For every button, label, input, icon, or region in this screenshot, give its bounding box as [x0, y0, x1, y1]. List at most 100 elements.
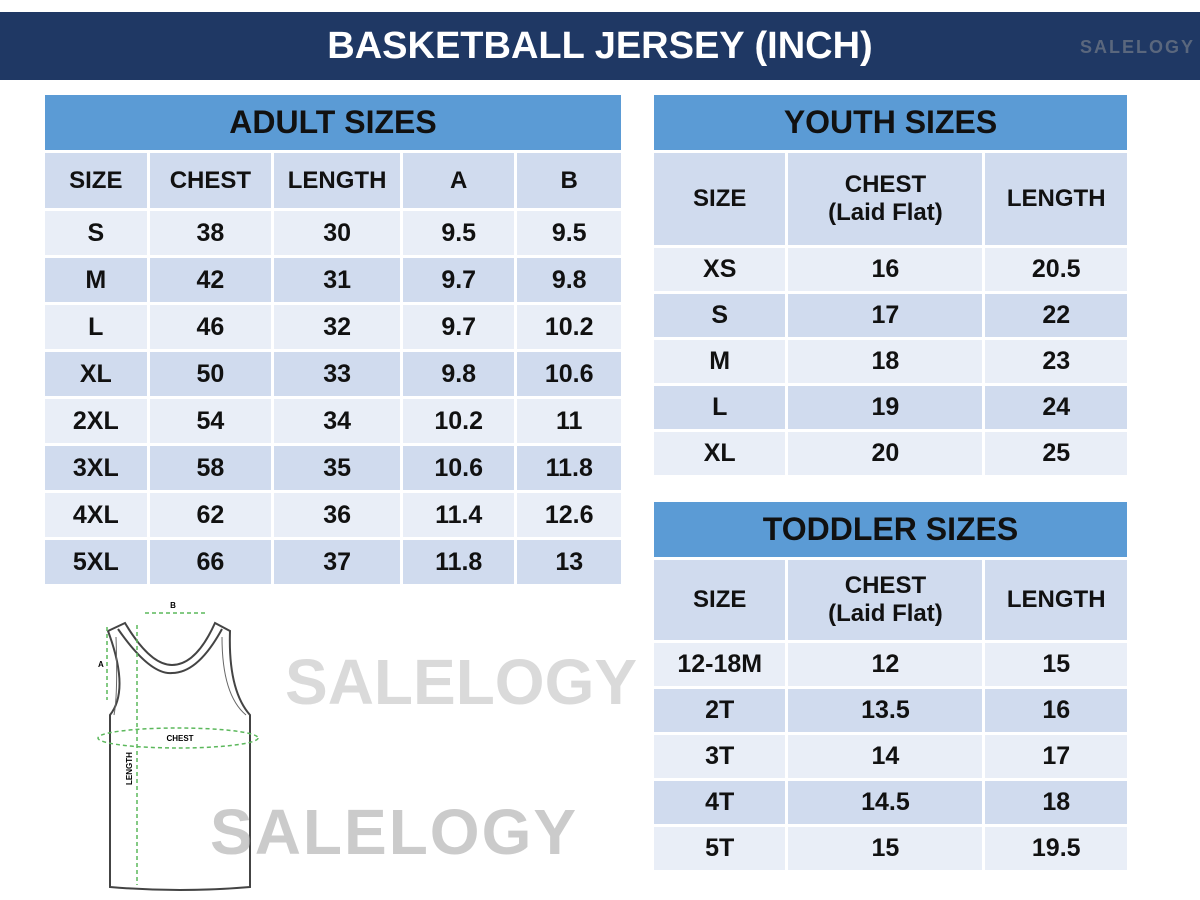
table-cell: 9.5: [402, 211, 515, 255]
table-row: M 18 23: [654, 340, 1127, 383]
youth-table-title: YOUTH SIZES: [654, 95, 1127, 150]
table-cell: 66: [149, 540, 272, 584]
header-row: SIZE CHEST LENGTH A B: [45, 153, 621, 208]
column-header-length: LENGTH: [985, 153, 1127, 245]
table-cell: M: [45, 258, 147, 302]
table-cell: 36: [274, 493, 400, 537]
table-cell: 4T: [654, 781, 786, 824]
table-cell: 9.7: [402, 258, 515, 302]
table-row: S 38 30 9.5 9.5: [45, 211, 621, 255]
table-cell: 32: [274, 305, 400, 349]
table-cell: 19: [788, 386, 983, 429]
table-cell: 15: [985, 643, 1127, 686]
table-cell: 31: [274, 258, 400, 302]
table-cell: 9.7: [402, 305, 515, 349]
table-cell: 5T: [654, 827, 786, 870]
table-cell: 50: [149, 352, 272, 396]
table-cell: 13.5: [788, 689, 983, 732]
table-row: 2XL 54 34 10.2 11: [45, 399, 621, 443]
table-row: XL 20 25: [654, 432, 1127, 475]
table-cell: 46: [149, 305, 272, 349]
column-header-length: LENGTH: [274, 153, 400, 208]
table-cell: 9.5: [517, 211, 621, 255]
table-row: 4XL 62 36 11.4 12.6: [45, 493, 621, 537]
column-header-chest-note: (Laid Flat): [828, 600, 943, 627]
table-cell: 24: [985, 386, 1127, 429]
table-cell: 42: [149, 258, 272, 302]
table-cell: 25: [985, 432, 1127, 475]
table-cell: 10.6: [517, 352, 621, 396]
adult-size-table: ADULT SIZES SIZE CHEST LENGTH A B S 38 30 9.5 9.5 M…: [42, 92, 624, 587]
table-row: XS 16 20.5: [654, 248, 1127, 291]
diagram-label-a: A: [98, 660, 104, 669]
column-header-length: LENGTH: [985, 560, 1127, 640]
table-cell: XL: [654, 432, 786, 475]
column-header-chest: CHEST (Laid Flat): [788, 153, 983, 245]
table-cell: 38: [149, 211, 272, 255]
column-header-chest: CHEST: [149, 153, 272, 208]
table-cell: 11.4: [402, 493, 515, 537]
table-cell: 62: [149, 493, 272, 537]
table-row: 4T 14.5 18: [654, 781, 1127, 824]
table-cell: XL: [45, 352, 147, 396]
table-row: 12-18M 12 15: [654, 643, 1127, 686]
adult-table-title: ADULT SIZES: [45, 95, 621, 150]
table-cell: 58: [149, 446, 272, 490]
table-cell: 12.6: [517, 493, 621, 537]
table-cell: S: [45, 211, 147, 255]
column-header-chest: CHEST (Laid Flat): [788, 560, 983, 640]
page-title: BASKETBALL JERSEY (INCH): [0, 12, 1200, 80]
table-cell: 3T: [654, 735, 786, 778]
table-cell: 13: [517, 540, 621, 584]
header-row: SIZE CHEST (Laid Flat) LENGTH: [654, 153, 1127, 245]
table-row: 3T 14 17: [654, 735, 1127, 778]
column-header-size: SIZE: [654, 153, 786, 245]
table-cell: 14: [788, 735, 983, 778]
table-cell: 10.2: [517, 305, 621, 349]
column-header-chest-label: CHEST: [844, 171, 927, 198]
table-cell: 10.2: [402, 399, 515, 443]
table-cell: 11.8: [517, 446, 621, 490]
table-row: L 19 24: [654, 386, 1127, 429]
table-cell: 37: [274, 540, 400, 584]
toddler-table-title: TODDLER SIZES: [654, 502, 1127, 557]
column-header-a: A: [402, 153, 515, 208]
table-cell: 12: [788, 643, 983, 686]
table-cell: 33: [274, 352, 400, 396]
diagram-label-length: LENGTH: [125, 752, 134, 785]
table-cell: M: [654, 340, 786, 383]
table-cell: 20.5: [985, 248, 1127, 291]
table-cell: 3XL: [45, 446, 147, 490]
table-cell: 9.8: [517, 258, 621, 302]
table-row: 3XL 58 35 10.6 11.8: [45, 446, 621, 490]
table-cell: 18: [985, 781, 1127, 824]
column-header-size: SIZE: [45, 153, 147, 208]
toddler-size-table: TODDLER SIZES SIZE CHEST (Laid Flat) LENGTH 1…: [651, 499, 1130, 873]
table-cell: 2T: [654, 689, 786, 732]
column-header-chest-label: CHEST: [844, 572, 927, 599]
table-cell: 30: [274, 211, 400, 255]
table-row: 5XL 66 37 11.8 13: [45, 540, 621, 584]
table-cell: 22: [985, 294, 1127, 337]
table-cell: 16: [985, 689, 1127, 732]
table-cell: S: [654, 294, 786, 337]
diagram-label-b: B: [170, 601, 176, 610]
table-cell: 11.8: [402, 540, 515, 584]
diagram-label-chest: CHEST: [166, 734, 193, 743]
table-cell: L: [45, 305, 147, 349]
column-header-b: B: [517, 153, 621, 208]
table-row: L 46 32 9.7 10.2: [45, 305, 621, 349]
table-cell: 20: [788, 432, 983, 475]
youth-size-table: YOUTH SIZES SIZE CHEST (Laid Flat) LENGTH XS 1…: [651, 92, 1130, 478]
table-cell: 2XL: [45, 399, 147, 443]
table-cell: 9.8: [402, 352, 515, 396]
table-cell: 35: [274, 446, 400, 490]
table-cell: 19.5: [985, 827, 1127, 870]
watermark: SALELOGY: [285, 646, 638, 718]
table-cell: 10.6: [402, 446, 515, 490]
table-cell: 23: [985, 340, 1127, 383]
table-cell: 4XL: [45, 493, 147, 537]
table-cell: 14.5: [788, 781, 983, 824]
table-cell: 17: [985, 735, 1127, 778]
table-cell: 54: [149, 399, 272, 443]
